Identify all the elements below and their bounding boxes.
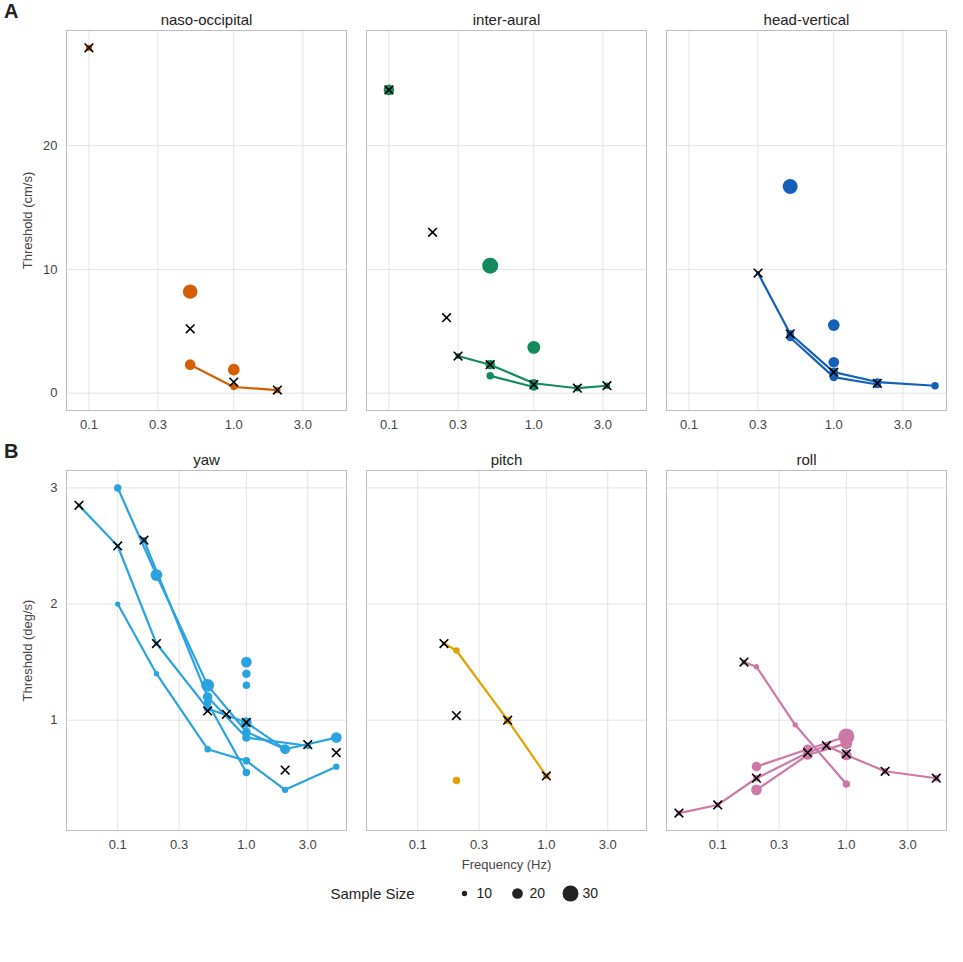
- html-text:A: A: [4, 0, 19, 22]
- svg-text:0.1: 0.1: [709, 837, 727, 852]
- svg-text:10: 10: [476, 885, 492, 901]
- svg-text:0.3: 0.3: [470, 837, 488, 852]
- svg-text:0.1: 0.1: [80, 417, 98, 432]
- svg-text:2: 2: [50, 596, 57, 611]
- html-text:B: B: [4, 440, 19, 462]
- svg-text:Threshold (cm/s): Threshold (cm/s): [20, 172, 35, 270]
- svg-text:0.1: 0.1: [380, 417, 398, 432]
- svg-text:10: 10: [43, 262, 57, 277]
- svg-text:inter-aural: inter-aural: [473, 11, 541, 28]
- svg-text:0.3: 0.3: [749, 417, 767, 432]
- svg-text:1.0: 1.0: [225, 417, 243, 432]
- svg-text:yaw: yaw: [193, 451, 220, 468]
- svg-text:1.0: 1.0: [537, 837, 555, 852]
- svg-text:1.0: 1.0: [525, 417, 543, 432]
- svg-text:head-vertical: head-vertical: [764, 11, 850, 28]
- svg-text:naso-occipital: naso-occipital: [161, 11, 253, 28]
- svg-text:0.1: 0.1: [409, 837, 427, 852]
- svg-text:Threshold (deg/s): Threshold (deg/s): [20, 600, 35, 702]
- svg-text:1.0: 1.0: [237, 837, 255, 852]
- svg-text:roll: roll: [796, 451, 816, 468]
- svg-text:0.3: 0.3: [149, 417, 167, 432]
- svg-text:3.0: 3.0: [294, 417, 312, 432]
- svg-text:3: 3: [50, 480, 57, 495]
- svg-text:0.3: 0.3: [170, 837, 188, 852]
- svg-text:1.0: 1.0: [825, 417, 843, 432]
- svg-text:0.1: 0.1: [109, 837, 127, 852]
- svg-text:3.0: 3.0: [594, 417, 612, 432]
- svg-text:0.3: 0.3: [770, 837, 788, 852]
- svg-text:0.3: 0.3: [449, 417, 467, 432]
- svg-text:1.0: 1.0: [837, 837, 855, 852]
- svg-text:0: 0: [50, 385, 57, 400]
- svg-text:pitch: pitch: [491, 451, 523, 468]
- svg-text:3.0: 3.0: [299, 837, 317, 852]
- svg-text:3.0: 3.0: [899, 837, 917, 852]
- svg-text:20: 20: [529, 885, 545, 901]
- svg-text:3.0: 3.0: [599, 837, 617, 852]
- svg-text:Frequency (Hz): Frequency (Hz): [462, 857, 552, 872]
- svg-text:1: 1: [50, 712, 57, 727]
- svg-text:20: 20: [43, 138, 57, 153]
- svg-text:0.1: 0.1: [680, 417, 698, 432]
- svg-text:3.0: 3.0: [894, 417, 912, 432]
- html-text:Sample Size: Sample Size: [330, 884, 415, 902]
- svg-text:30: 30: [582, 885, 598, 901]
